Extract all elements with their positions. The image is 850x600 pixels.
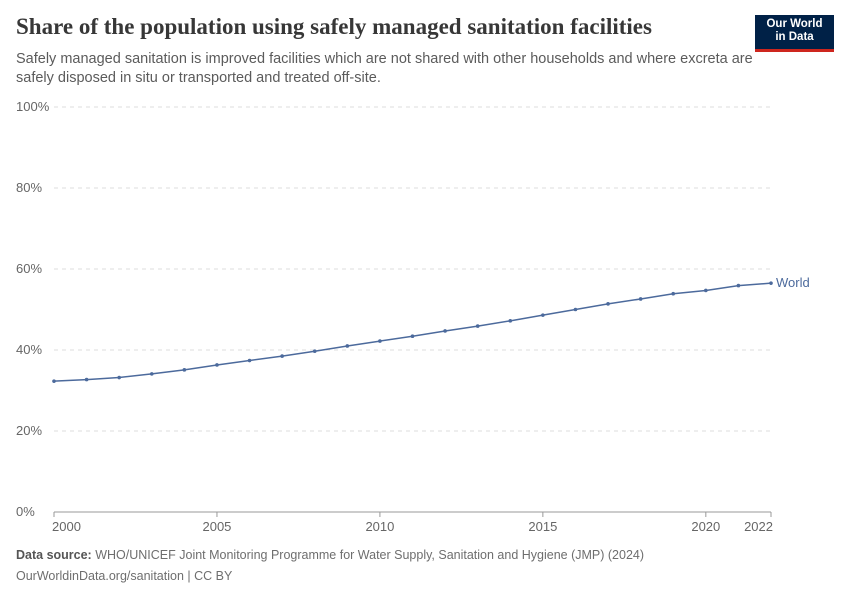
logo-line2: in Data bbox=[775, 31, 814, 43]
data-point bbox=[280, 354, 284, 358]
y-tick-label: 0% bbox=[16, 504, 35, 519]
data-point bbox=[638, 297, 643, 301]
chart-title: Share of the population using safely man… bbox=[16, 14, 652, 39]
data-point bbox=[312, 349, 317, 354]
y-tick-label: 100% bbox=[16, 99, 50, 114]
y-tick-label: 60% bbox=[16, 261, 42, 276]
source-label: Data source: bbox=[16, 548, 92, 562]
series-line-world bbox=[53, 282, 772, 382]
y-tick-label: 40% bbox=[16, 342, 42, 357]
data-point bbox=[573, 307, 578, 312]
x-tick-label: 2010 bbox=[365, 519, 394, 534]
y-tick-label: 20% bbox=[16, 423, 42, 438]
data-point bbox=[182, 368, 187, 372]
data-point bbox=[247, 358, 252, 363]
x-tick-label: 2022 bbox=[744, 519, 773, 534]
data-point bbox=[215, 363, 219, 367]
data-point bbox=[541, 313, 545, 317]
data-point bbox=[508, 319, 513, 323]
data-point bbox=[769, 281, 773, 285]
x-tick-label: 2005 bbox=[202, 519, 231, 534]
source-text: WHO/UNICEF Joint Monitoring Programme fo… bbox=[95, 548, 645, 562]
chart-subtitle: Safely managed sanitation is improved fa… bbox=[16, 51, 753, 86]
data-point bbox=[52, 379, 56, 383]
data-point bbox=[149, 372, 154, 376]
footer-url[interactable]: OurWorldinData.org/sanitation | CC BY bbox=[16, 569, 233, 583]
data-point bbox=[378, 339, 382, 343]
data-point bbox=[117, 375, 121, 380]
data-point bbox=[443, 329, 447, 333]
x-tick-label: 2020 bbox=[691, 519, 720, 534]
data-point bbox=[475, 324, 480, 328]
data-point bbox=[606, 302, 610, 306]
x-tick-label: 2015 bbox=[528, 519, 557, 534]
x-tick-label: 2000 bbox=[52, 519, 81, 534]
logo-line1: Our World bbox=[766, 18, 823, 30]
series-label: World bbox=[776, 275, 810, 290]
y-tick-label: 80% bbox=[16, 180, 42, 195]
data-point bbox=[345, 344, 350, 348]
owid-logo[interactable]: Our World in Data bbox=[755, 15, 834, 52]
data-point bbox=[704, 288, 708, 293]
data-source: Data source: WHO/UNICEF Joint Monitoring… bbox=[16, 548, 644, 562]
data-point bbox=[736, 283, 741, 288]
data-point bbox=[410, 334, 415, 339]
data-point bbox=[84, 377, 89, 382]
data-point bbox=[671, 291, 676, 296]
